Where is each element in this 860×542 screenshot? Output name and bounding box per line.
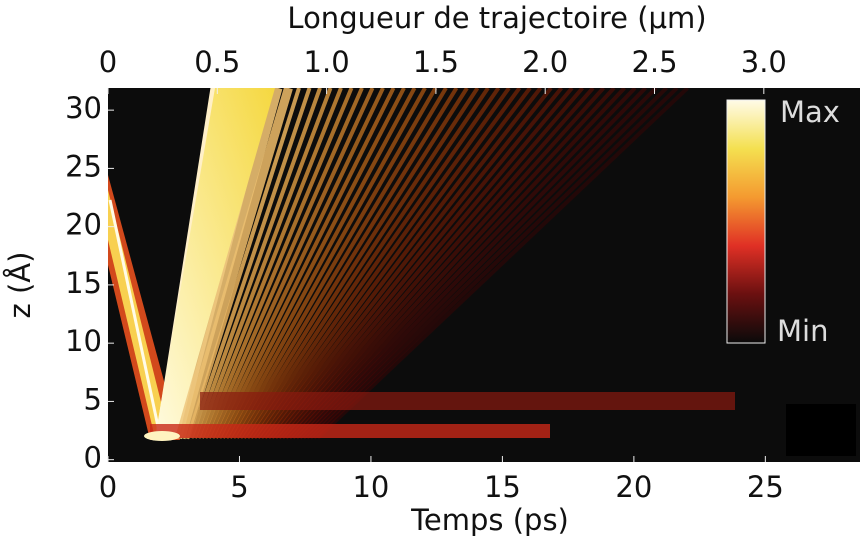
heat-streak <box>305 88 658 440</box>
heat-streak <box>228 88 427 439</box>
heat-streak <box>277 88 574 440</box>
x2-tick-label: 1.5 <box>413 45 459 79</box>
heat-band <box>150 424 550 438</box>
heat-streak <box>238 88 459 440</box>
heat-streak <box>242 88 469 440</box>
heat-streak <box>298 88 637 440</box>
heat-streak <box>263 88 532 440</box>
heat-streak <box>217 88 396 439</box>
x-tick-label: 15 <box>484 470 521 504</box>
heat-streak <box>221 88 406 439</box>
colorbar-max-label: Max <box>780 95 840 129</box>
x-tick-label: 10 <box>352 470 389 504</box>
heat-band <box>108 175 180 440</box>
heat-streak <box>196 88 333 439</box>
heat-streak <box>193 88 322 439</box>
heat-streak <box>266 88 543 440</box>
heat-band <box>108 190 170 438</box>
heat-streak <box>280 88 585 440</box>
x2-tick-label: 2.0 <box>522 45 568 79</box>
y-axis-title: z (Å) <box>3 252 37 319</box>
heat-streak <box>302 88 647 440</box>
y-tick-label: 0 <box>84 441 102 475</box>
x-tick-label: 5 <box>230 470 248 504</box>
heat-streak <box>256 88 511 440</box>
y-tick-label: 20 <box>65 208 102 242</box>
heat-streak <box>288 88 605 440</box>
heat-streak <box>245 88 480 440</box>
heat-streak <box>224 88 417 439</box>
heat-streak <box>210 88 375 439</box>
heat-band <box>155 88 275 438</box>
x2-tick-label: 0 <box>99 45 117 79</box>
heat-band <box>200 392 735 410</box>
x2-axis-title: Longueur de trajectoire (μm) <box>287 1 706 35</box>
x2-tick-label: 2.5 <box>631 45 677 79</box>
heat-streak <box>309 88 668 440</box>
heat-streak <box>231 88 438 439</box>
y-tick-label: 15 <box>65 266 102 300</box>
heat-streak <box>200 88 343 439</box>
y-tick-label: 5 <box>84 382 102 416</box>
y-tick-label: 30 <box>65 91 102 125</box>
heat-streak <box>249 88 490 440</box>
heat-streak <box>291 88 616 440</box>
heat-streak <box>259 88 522 440</box>
heat-streak <box>189 88 312 439</box>
x-tick-label: 0 <box>99 470 117 504</box>
x2-tick-label: 0.5 <box>194 45 240 79</box>
heat-streak <box>207 88 364 439</box>
y-tick-label: 10 <box>65 324 102 358</box>
heat-streak <box>295 88 626 440</box>
heat-streak <box>214 88 385 439</box>
y-tick-label: 25 <box>65 149 102 183</box>
heat-streak <box>203 88 354 439</box>
heat-streak <box>284 88 595 440</box>
x-tick-label: 20 <box>615 470 652 504</box>
x2-tick-label: 3.0 <box>741 45 787 79</box>
heat-streak <box>270 88 553 440</box>
heat-streak <box>176 88 283 440</box>
heat-core <box>108 199 162 437</box>
heat-spot <box>144 431 180 441</box>
heat-streak <box>316 88 689 440</box>
heat-streak <box>252 88 501 440</box>
heat-streak <box>235 88 448 440</box>
heat-band <box>786 404 856 456</box>
x-axis-title: Temps (ps) <box>410 503 569 537</box>
heatmap <box>108 88 856 456</box>
x-tick-label: 25 <box>747 470 784 504</box>
heat-streak <box>273 88 564 440</box>
colorbar-min-label: Min <box>777 314 828 348</box>
colorbar <box>726 99 766 344</box>
heat-streak <box>312 88 679 440</box>
x2-tick-label: 1.0 <box>304 45 350 79</box>
